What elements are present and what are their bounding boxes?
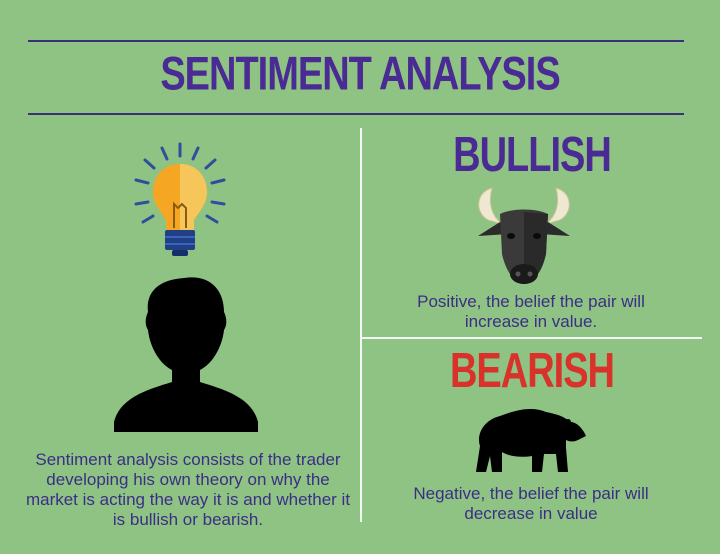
title-divider (28, 113, 684, 115)
page-title: SENTIMENT ANALYSIS (160, 48, 560, 101)
top-divider (28, 40, 684, 42)
person-silhouette-icon (114, 277, 258, 432)
trader-description: Sentiment analysis consists of the trade… (25, 450, 351, 529)
bullish-heading: BULLISH (453, 128, 612, 183)
bearish-description: Negative, the belief the pair will decre… (413, 484, 649, 523)
horizontal-divider (362, 337, 702, 339)
bull-head-icon (478, 187, 570, 284)
vertical-divider (360, 128, 362, 522)
bearish-heading: BEARISH (449, 344, 615, 399)
lightbulb-icon (134, 142, 226, 256)
bullish-description: Positive, the belief the pair will incre… (417, 292, 645, 331)
bear-icon (476, 409, 586, 472)
